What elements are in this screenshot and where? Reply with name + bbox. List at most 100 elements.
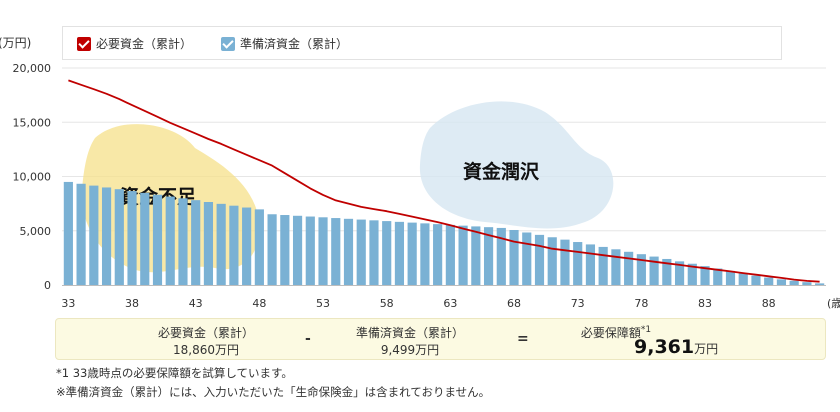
bar[interactable] bbox=[127, 191, 137, 285]
summary-panel: 必要資金（累計） 18,860万円 - 準備済資金（累計） 9,499万円 = … bbox=[55, 318, 826, 360]
legend: 必要資金（累計） 準備済資金（累計） bbox=[62, 26, 782, 60]
checkbox-icon[interactable] bbox=[77, 36, 91, 51]
legend-item-prepared[interactable]: 準備済資金（累計） bbox=[221, 35, 348, 52]
bar[interactable] bbox=[802, 282, 812, 285]
chart: 資金不足 資金潤沢 05,00010,00015,00020,000333843… bbox=[13, 62, 840, 310]
prepared-funds-value: 9,499 bbox=[380, 343, 416, 357]
bar[interactable] bbox=[76, 183, 86, 285]
bar[interactable] bbox=[483, 227, 494, 285]
unit: 万円 bbox=[694, 342, 719, 356]
bar[interactable] bbox=[509, 229, 519, 285]
bar[interactable] bbox=[674, 261, 685, 285]
bar[interactable] bbox=[534, 234, 545, 285]
bar-series bbox=[63, 181, 825, 285]
bar[interactable] bbox=[713, 268, 723, 285]
bar[interactable] bbox=[700, 266, 710, 285]
bar[interactable] bbox=[191, 200, 201, 285]
bar[interactable] bbox=[611, 249, 621, 285]
bar[interactable] bbox=[89, 185, 99, 285]
bar[interactable] bbox=[165, 196, 175, 285]
x-tick-label: 83 bbox=[698, 297, 712, 310]
x-tick-label: 63 bbox=[443, 297, 457, 310]
x-tick-label: 58 bbox=[380, 297, 394, 310]
bar[interactable] bbox=[471, 226, 481, 285]
bar[interactable] bbox=[662, 258, 672, 285]
bar[interactable] bbox=[140, 192, 150, 285]
bar[interactable] bbox=[789, 280, 799, 285]
equals-sign: = bbox=[517, 331, 529, 347]
bar[interactable] bbox=[331, 218, 341, 285]
bar[interactable] bbox=[63, 181, 73, 285]
bar[interactable] bbox=[114, 189, 124, 285]
bar[interactable] bbox=[229, 205, 239, 285]
x-tick-label: 73 bbox=[571, 297, 585, 310]
bar[interactable] bbox=[738, 273, 748, 285]
x-tick-label: 68 bbox=[507, 297, 521, 310]
required-coverage-label: 必要保障額 bbox=[580, 326, 641, 340]
required-funds-label: 必要資金（累計） bbox=[157, 326, 254, 340]
bar[interactable] bbox=[458, 225, 468, 285]
bar[interactable] bbox=[216, 203, 226, 285]
bar[interactable] bbox=[522, 232, 532, 285]
bar[interactable] bbox=[343, 218, 354, 285]
required-coverage: 必要保障額*1 bbox=[546, 324, 686, 341]
bar[interactable] bbox=[636, 254, 646, 285]
bar[interactable] bbox=[687, 263, 697, 285]
bar[interactable] bbox=[101, 187, 112, 285]
bar[interactable] bbox=[496, 227, 506, 285]
bar[interactable] bbox=[573, 242, 583, 285]
footnotes: *1 33歳時点の必要保障額を試算しています。 ※準備済資金（累計）には、入力い… bbox=[56, 364, 490, 402]
bar[interactable] bbox=[624, 251, 634, 285]
unit: 万円 bbox=[415, 343, 440, 357]
bar[interactable] bbox=[420, 223, 430, 285]
bar[interactable] bbox=[369, 220, 379, 285]
x-tick-label: 78 bbox=[634, 297, 648, 310]
prepared-funds: 準備済資金（累計） 9,499万円 bbox=[348, 324, 472, 358]
bar[interactable] bbox=[394, 221, 405, 285]
bar[interactable] bbox=[318, 217, 328, 285]
bar[interactable] bbox=[152, 194, 163, 285]
legend-label: 準備済資金（累計） bbox=[240, 37, 349, 51]
legend-item-required[interactable]: 必要資金（累計） bbox=[77, 35, 192, 52]
footnote-ref: *1 bbox=[640, 325, 652, 335]
bar[interactable] bbox=[242, 207, 252, 285]
bar[interactable] bbox=[254, 209, 264, 285]
required-coverage-value: 9,361 bbox=[634, 336, 695, 358]
unit: 万円 bbox=[214, 343, 239, 357]
surplus-label: 資金潤沢 bbox=[463, 160, 540, 183]
x-axis-unit-label: (歳 bbox=[827, 297, 840, 310]
axes: 0 5,000 10,000 15,000 20,000 33 38 43 48 53 58 63 68… bbox=[13, 62, 840, 310]
bar[interactable] bbox=[203, 201, 214, 285]
bar[interactable] bbox=[547, 237, 557, 285]
bar[interactable] bbox=[407, 222, 417, 285]
bar[interactable] bbox=[585, 244, 596, 285]
bar[interactable] bbox=[815, 283, 825, 285]
bar[interactable] bbox=[356, 219, 366, 285]
bar[interactable] bbox=[445, 224, 455, 285]
y-tick-label: 15,000 bbox=[13, 116, 52, 129]
y-tick-label: 10,000 bbox=[13, 171, 52, 184]
legend-label: 必要資金（累計） bbox=[96, 37, 193, 51]
required-funds: 必要資金（累計） 18,860万円 bbox=[151, 324, 261, 358]
minus-sign: - bbox=[305, 331, 311, 347]
bar[interactable] bbox=[382, 221, 392, 285]
bar[interactable] bbox=[598, 246, 608, 285]
footnote-2: ※準備済資金（累計）には、入力いただいた「生命保険金」は含まれておりません。 bbox=[56, 385, 491, 399]
y-tick-label: 0 bbox=[44, 279, 51, 292]
checkbox-icon[interactable] bbox=[221, 36, 235, 51]
bar[interactable] bbox=[560, 239, 570, 285]
bar[interactable] bbox=[280, 215, 290, 285]
bar[interactable] bbox=[433, 224, 443, 285]
bar[interactable] bbox=[649, 256, 659, 285]
required-funds-line[interactable] bbox=[68, 79, 820, 283]
bar[interactable] bbox=[764, 277, 774, 285]
bar[interactable] bbox=[725, 270, 736, 285]
bar[interactable] bbox=[776, 279, 787, 285]
bar[interactable] bbox=[292, 215, 303, 285]
bar[interactable] bbox=[751, 275, 761, 285]
bar[interactable] bbox=[305, 216, 315, 285]
x-tick-label: 38 bbox=[125, 297, 139, 310]
x-tick-label: 33 bbox=[61, 297, 75, 310]
bar[interactable] bbox=[267, 214, 277, 285]
bar[interactable] bbox=[178, 198, 188, 285]
